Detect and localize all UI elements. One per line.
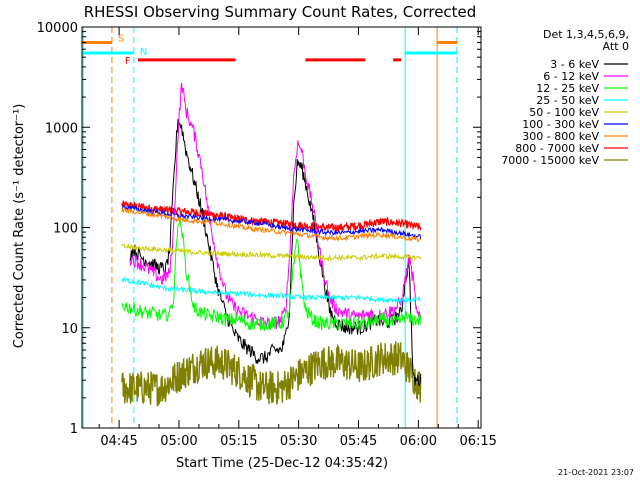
legend-label-50-100-kev: 50 - 100 keV [529,106,599,119]
legend-label-3-6-kev: 3 - 6 keV [550,58,599,71]
legend-label-800-7000-kev: 800 - 7000 keV [515,142,599,155]
x-tick-label-0615: 06:15 [459,434,496,449]
y-tick-label-1000: 1000 [45,121,78,136]
legend-label-12-25-kev: 12 - 25 keV [536,82,599,95]
legend-label-25-50-kev: 25 - 50 keV [536,94,599,107]
y-tick-label-10000: 10000 [37,21,78,36]
series-300-800-kev [121,207,422,243]
y-tick-label-10: 10 [61,322,78,337]
plot-area: S NF [82,27,458,428]
series-25-50-kev [121,276,422,305]
x-tick-label-0515: 05:15 [220,434,257,449]
y-tick-label-100: 100 [53,222,78,237]
y-axis-label: Corrected Count Rate (s⁻¹ detector⁻¹) [12,104,27,349]
series-50-100-kev [121,243,422,262]
x-axis-label: Start Time (25-Dec-12 04:35:42) [176,456,388,471]
x-tick-label-0600: 06:00 [400,434,437,449]
chart-title: RHESSI Observing Summary Count Rates, Co… [84,3,477,21]
legend-label-7000-15000-kev: 7000 - 15000 keV [501,154,599,167]
legend-label-100-300-kev: 100 - 300 keV [522,118,599,131]
x-tick-label-0500: 05:00 [160,434,197,449]
legend-header-line-1: Det 1,3,4,5,6,9, [543,28,629,41]
flag-label-f: F [125,56,131,67]
x-tick-label-0445: 04:45 [100,434,137,449]
legend-label-6-12-kev: 6 - 12 keV [543,70,599,83]
x-tick-label-0530: 05:30 [280,434,317,449]
series-12-25-kev [121,217,422,332]
band-7000-15000-kev [121,341,422,407]
y-tick-label-1: 1 [70,422,78,437]
legend-header-line-2: Att 0 [603,40,629,53]
series-100-300-kev [121,203,422,241]
x-tick-label-0545: 05:45 [340,434,377,449]
legend-label-300-800-kev: 300 - 800 keV [522,130,599,143]
footer-timestamp: 21-Oct-2021 23:07 [558,468,634,477]
flag-label-s: S [118,34,124,45]
axes: 04:45 05:00 05:15 05:30 05:45 06:00 06:15 1 10 10… [37,21,497,449]
flag-label-n: N [140,47,147,58]
